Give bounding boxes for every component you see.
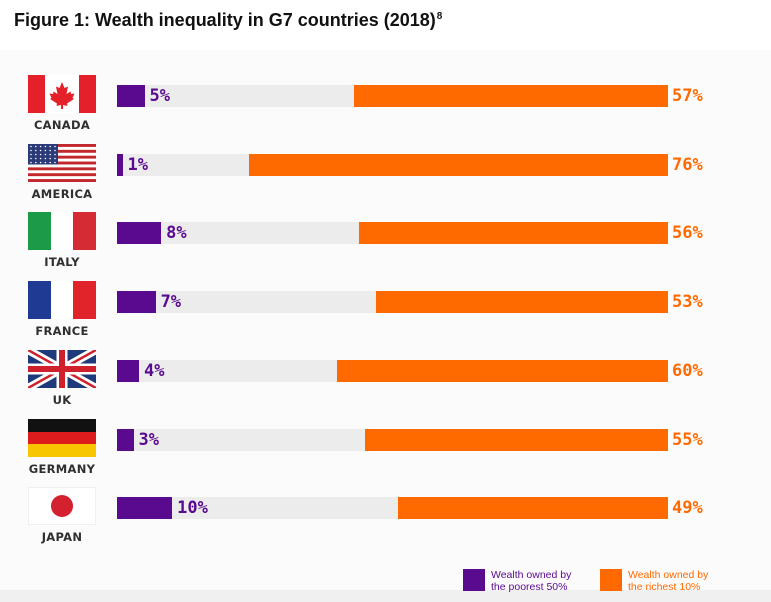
value-label-poorest-germany: 3% — [138, 429, 159, 450]
bar-poorest-germany — [117, 428, 134, 451]
country-label-uk: UK — [52, 392, 72, 407]
bar-track-canada — [117, 85, 668, 107]
legend-swatch-richest — [600, 569, 622, 591]
usa-flag-icon — [28, 143, 96, 182]
bar-poorest-japan — [117, 497, 173, 520]
value-label-richest-canada: 57% — [672, 86, 703, 106]
bar-poorest-uk — [117, 359, 140, 382]
bar-richest-uk — [337, 359, 668, 382]
canada-flag-icon — [28, 75, 96, 113]
chart-title: Figure 1: Wealth inequality in G7 countr… — [14, 10, 442, 31]
value-label-poorest-japan: 10% — [177, 498, 208, 519]
country-label-america: AMERICA — [31, 186, 93, 201]
bar-track-uk — [117, 359, 668, 382]
value-label-poorest-france: 7% — [160, 292, 182, 313]
bar-track-america — [117, 153, 668, 176]
country-label-italy: ITALY — [44, 255, 80, 270]
bar-richest-america — [249, 153, 668, 176]
panel-bottom-strip — [0, 590, 771, 602]
legend-richest-line1: Wealth owned by — [628, 569, 709, 581]
uk-flag-icon — [28, 349, 96, 388]
legend-label-richest: Wealth owned by the richest 10% — [628, 569, 723, 593]
country-label-japan: JAPAN — [41, 530, 83, 545]
legend-label-poorest: Wealth owned by the poorest 50% — [491, 569, 586, 593]
title-footnote: 8 — [436, 11, 443, 22]
bar-richest-germany — [364, 428, 668, 451]
country-label-canada: CANADA — [33, 118, 91, 132]
bar-track-japan — [117, 497, 668, 520]
value-label-richest-italy: 56% — [672, 223, 703, 244]
bar-poorest-canada — [117, 85, 145, 107]
chart-panel — [0, 50, 771, 602]
bar-track-italy — [117, 222, 668, 245]
value-label-richest-america: 76% — [672, 154, 703, 175]
bar-richest-italy — [359, 222, 668, 245]
bar-richest-canada — [353, 85, 668, 107]
bar-richest-japan — [398, 497, 668, 520]
bar-richest-france — [375, 291, 668, 314]
japan-flag-icon — [28, 487, 96, 526]
value-label-poorest-uk: 4% — [144, 360, 165, 381]
value-label-poorest-canada: 5% — [149, 86, 171, 106]
legend-richest-line2: the richest 10% — [628, 581, 701, 593]
value-label-richest-japan: 49% — [672, 498, 703, 519]
value-label-richest-uk: 60% — [672, 360, 703, 381]
legend-poorest-line1: Wealth owned by — [491, 569, 572, 581]
bar-poorest-italy — [117, 222, 162, 245]
value-label-richest-germany: 55% — [672, 429, 703, 450]
legend-swatch-poorest — [463, 569, 485, 591]
france-flag-icon — [28, 281, 96, 320]
bar-track-france — [117, 291, 668, 314]
legend-poorest-line2: the poorest 50% — [491, 581, 568, 593]
chart-title-text: Figure 1: Wealth inequality in G7 countr… — [14, 10, 436, 30]
germany-flag-icon — [28, 418, 96, 457]
bar-poorest-france — [117, 291, 156, 314]
value-label-richest-france: 53% — [672, 292, 703, 313]
value-label-poorest-america: 1% — [127, 154, 148, 175]
bar-track-germany — [117, 428, 668, 451]
italy-flag-icon — [28, 212, 96, 251]
country-label-france: FRANCE — [35, 324, 89, 339]
country-label-germany: GERMANY — [28, 461, 96, 476]
bar-poorest-america — [117, 153, 123, 176]
value-label-poorest-italy: 8% — [166, 223, 187, 244]
